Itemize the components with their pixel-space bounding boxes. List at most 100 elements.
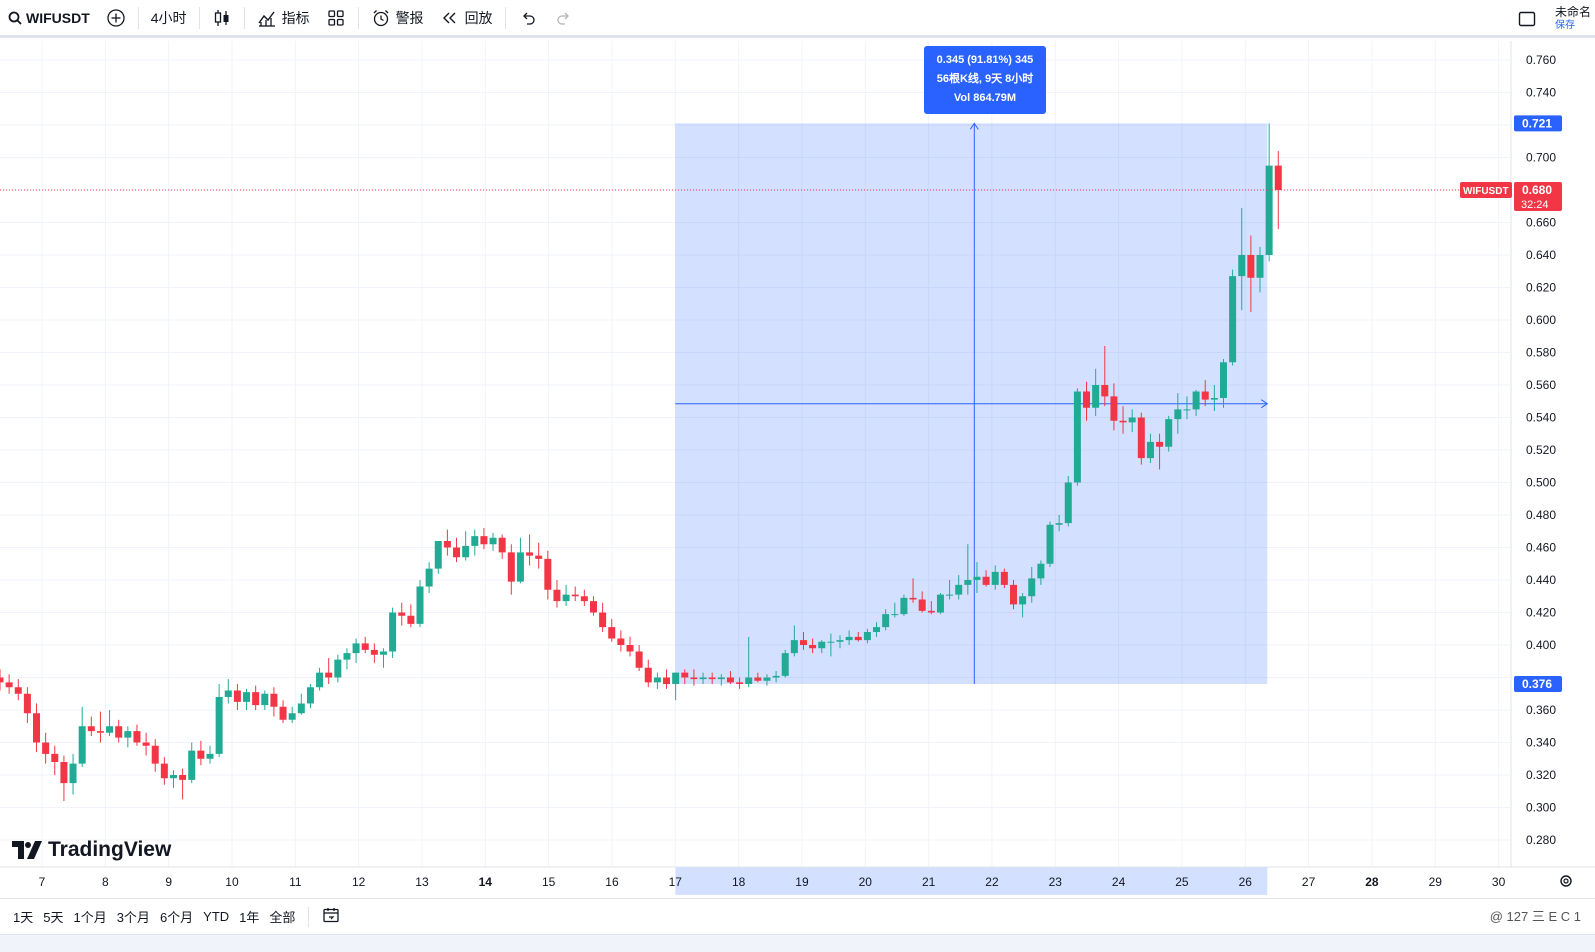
candle-down[interactable] — [1083, 391, 1091, 408]
candle-up[interactable] — [1064, 482, 1072, 524]
candle-down[interactable] — [33, 713, 41, 743]
candle-down[interactable] — [663, 677, 671, 685]
redo-button[interactable] — [546, 0, 582, 37]
candle-up[interactable] — [1219, 362, 1227, 398]
candle-down[interactable] — [14, 687, 22, 694]
alert-button[interactable]: 警报 — [363, 0, 432, 37]
candle-down[interactable] — [87, 726, 95, 732]
candle-down[interactable] — [1000, 571, 1008, 585]
candle-down[interactable] — [608, 627, 616, 639]
candle-up[interactable] — [964, 580, 972, 585]
candle-up[interactable] — [425, 568, 433, 587]
candle-up[interactable] — [672, 672, 680, 684]
range-3m[interactable]: 3个月 — [116, 910, 150, 925]
candle-down[interactable] — [443, 541, 451, 548]
candle-down[interactable] — [60, 762, 68, 784]
candle-down[interactable] — [918, 599, 926, 611]
candle-up[interactable] — [936, 594, 944, 613]
candle-up[interactable] — [1128, 417, 1136, 423]
candle-up[interactable] — [343, 653, 351, 660]
range-1d[interactable]: 1天 — [13, 910, 34, 925]
candle-up[interactable] — [224, 690, 232, 698]
candle-down[interactable] — [809, 645, 817, 649]
candle-up[interactable] — [1073, 391, 1081, 483]
candle-up[interactable] — [717, 677, 725, 680]
layout-name[interactable]: 未命名 保存 — [1555, 6, 1595, 32]
candle-down[interactable] — [553, 589, 561, 602]
date-range-button[interactable] — [317, 906, 345, 927]
candle-down[interactable] — [252, 692, 260, 706]
candle-up[interactable] — [946, 594, 954, 596]
candle-up[interactable] — [243, 692, 251, 702]
candle-down[interactable] — [325, 672, 333, 678]
candle-up[interactable] — [873, 627, 881, 632]
candle-up[interactable] — [562, 594, 570, 602]
candle-down[interactable] — [407, 615, 415, 624]
candle-down[interactable] — [51, 753, 59, 762]
candle-down[interactable] — [1247, 255, 1255, 278]
range-6m[interactable]: 6个月 — [159, 910, 194, 925]
candle-up[interactable] — [891, 614, 899, 616]
candle-up[interactable] — [1028, 578, 1036, 597]
candle-down[interactable] — [626, 645, 634, 652]
candle-up[interactable] — [1174, 409, 1182, 420]
candle-up[interactable] — [316, 672, 324, 688]
candle-up[interactable] — [955, 584, 963, 595]
candle-down[interactable] — [179, 775, 187, 780]
candle-down[interactable] — [1201, 391, 1209, 400]
candle-down[interactable] — [507, 552, 515, 582]
candle-down[interactable] — [644, 667, 652, 683]
candle-down[interactable] — [42, 742, 50, 754]
candle-up[interactable] — [699, 677, 707, 680]
candle-down[interactable] — [526, 552, 534, 556]
candle-down[interactable] — [279, 706, 287, 720]
replay-button[interactable]: 回放 — [432, 0, 501, 37]
candle-down[interactable] — [635, 651, 643, 668]
candle-up[interactable] — [790, 640, 798, 654]
candle-up[interactable] — [188, 750, 196, 780]
candle-down[interactable] — [909, 597, 917, 600]
candle-down[interactable] — [23, 693, 31, 714]
interval-button[interactable]: 4小时 — [143, 0, 195, 37]
range-all[interactable]: 全部 — [269, 910, 296, 925]
candle-up[interactable] — [991, 571, 999, 585]
candle-down[interactable] — [1101, 385, 1109, 397]
candle-up[interactable] — [973, 576, 981, 580]
candle-down[interactable] — [681, 672, 689, 678]
candle-down[interactable] — [115, 726, 123, 738]
chart-type-button[interactable] — [204, 0, 240, 37]
candle-down[interactable] — [571, 594, 579, 597]
candle-up[interactable] — [763, 677, 771, 681]
candle-up[interactable] — [882, 614, 890, 628]
candle-down[interactable] — [544, 558, 552, 590]
layout-button[interactable] — [318, 0, 354, 37]
candle-down[interactable] — [1137, 417, 1145, 459]
candle-down[interactable] — [133, 731, 141, 743]
candle-down[interactable] — [1274, 165, 1282, 190]
candle-down[interactable] — [0, 677, 4, 683]
candle-up[interactable] — [288, 713, 296, 720]
chart-pane[interactable]: 0.760 0.740 0.700 0.660 0.640 0.620 0.600 0.580… — [0, 41, 1595, 896]
candle-up[interactable] — [516, 552, 524, 582]
candle-down[interactable] — [270, 693, 278, 707]
candle-down[interactable] — [160, 763, 168, 779]
candle-up[interactable] — [818, 641, 826, 649]
candle-up[interactable] — [471, 536, 479, 546]
candle-up[interactable] — [1265, 165, 1273, 255]
candle-down[interactable] — [480, 536, 488, 545]
candle-up[interactable] — [306, 687, 314, 704]
candle-down[interactable] — [1156, 441, 1164, 447]
candle-down[interactable] — [589, 601, 597, 613]
undo-button[interactable] — [510, 0, 546, 37]
candle-down[interactable] — [982, 576, 990, 585]
candle-up[interactable] — [78, 726, 86, 764]
symbol-search[interactable]: WIFUSDT — [0, 0, 98, 37]
candle-down[interactable] — [799, 640, 807, 645]
candle-up[interactable] — [434, 541, 442, 569]
candle-up[interactable] — [169, 775, 177, 779]
range-5d[interactable]: 5天 — [43, 910, 64, 925]
candle-up[interactable] — [206, 753, 214, 759]
candle-down[interactable] — [498, 537, 506, 553]
candle-down[interactable] — [708, 677, 716, 680]
range-1m[interactable]: 1个月 — [73, 910, 107, 925]
